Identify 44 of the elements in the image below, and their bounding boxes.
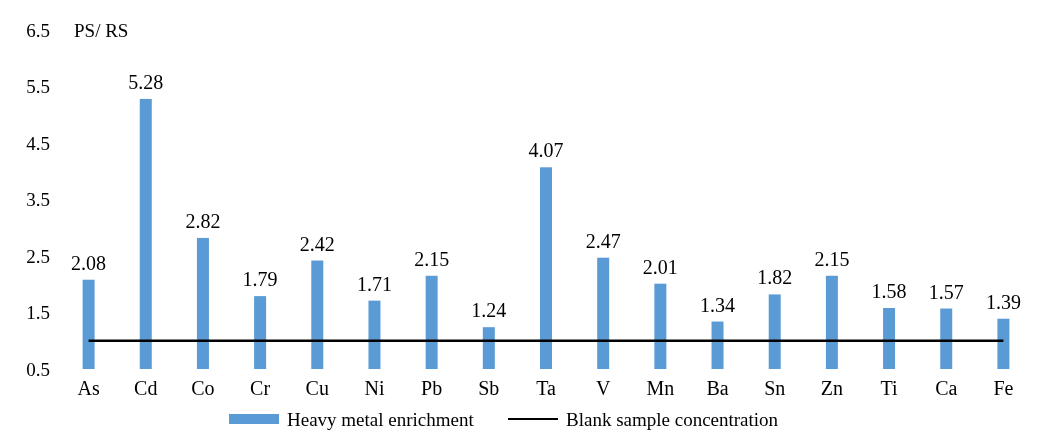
x-tick-label: Cu (305, 377, 329, 399)
y-tick-label: 4.5 (26, 132, 50, 154)
x-tick-label: Ca (935, 377, 958, 399)
x-tick-label: Mn (646, 377, 675, 399)
x-tick-label: Ti (880, 377, 899, 399)
y-tick-label: 1.5 (26, 302, 50, 324)
y-tick-label: 2.5 (26, 245, 50, 267)
data-label: 1.39 (985, 290, 1021, 313)
data-label: 1.82 (757, 266, 793, 289)
legend-label: Heavy metal enrichment (287, 408, 475, 430)
x-tick-label: Ba (706, 377, 729, 399)
x-tick-label: Sb (478, 377, 500, 399)
x-tick-label: Cd (134, 377, 158, 399)
data-label: 2.82 (185, 209, 221, 232)
data-label: 1.24 (471, 299, 507, 322)
x-tick-label: Pb (421, 377, 443, 399)
x-tick-label: Ta (536, 377, 556, 399)
y-tick-label: 5.5 (26, 76, 50, 98)
data-label: 2.47 (585, 229, 621, 252)
x-tick-label: As (77, 377, 100, 399)
data-label: 2.15 (814, 247, 850, 270)
data-label: 2.08 (71, 251, 107, 274)
data-label: 4.07 (528, 139, 564, 162)
data-label: 2.01 (642, 255, 678, 278)
y-tick-label: 0.5 (26, 358, 50, 380)
x-tick-label: Co (191, 377, 215, 399)
legend-label: Blank sample concentration (566, 408, 779, 430)
x-tick-label: V (595, 377, 611, 399)
y-axis-title: PS/ RS (74, 19, 129, 41)
x-tick-label: Cr (250, 377, 271, 399)
data-label: 5.28 (128, 70, 164, 93)
x-tick-label: Sn (764, 377, 786, 399)
data-label: 1.58 (871, 279, 907, 302)
y-tick-label: 3.5 (26, 189, 50, 211)
data-label: 1.79 (242, 268, 278, 291)
y-tick-label: 6.5 (26, 19, 50, 41)
x-tick-label: Fe (993, 377, 1014, 399)
x-tick-label: Zn (820, 377, 843, 399)
data-label: 1.34 (700, 293, 736, 316)
data-label: 2.15 (414, 247, 450, 270)
x-tick-label: Ni (364, 377, 385, 399)
data-label: 1.57 (928, 280, 964, 303)
data-label: 2.42 (299, 232, 335, 255)
data-label: 1.71 (356, 272, 392, 295)
